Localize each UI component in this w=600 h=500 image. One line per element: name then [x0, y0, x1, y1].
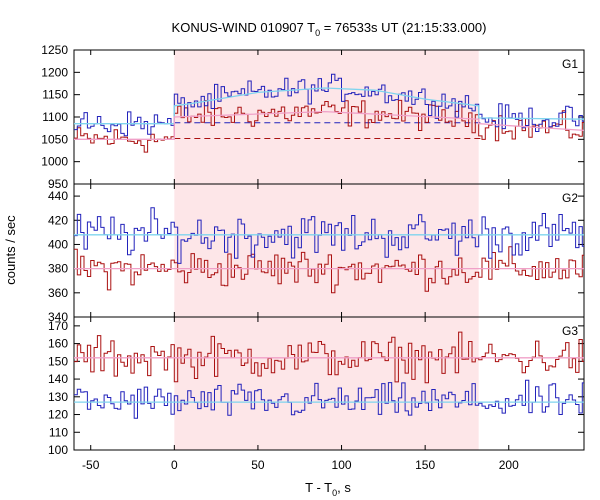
y-tick-label: 140	[48, 372, 68, 386]
x-tick-label: 0	[171, 458, 178, 472]
panel-label: G1	[562, 57, 578, 71]
y-axis-label: counts / sec	[3, 215, 18, 285]
y-tick-label: 170	[48, 319, 68, 333]
y-tick-label: 100	[48, 443, 68, 457]
series-a-histogram	[74, 379, 584, 419]
x-tick-label: 50	[251, 458, 265, 472]
y-tick-label: 420	[48, 213, 68, 227]
y-tick-label: 380	[48, 262, 68, 276]
y-tick-label: 1000	[41, 155, 68, 169]
y-tick-label: 130	[48, 390, 68, 404]
chart-title: KONUS-WIND 010907 T0 = 76533s UT (21:15:…	[172, 20, 487, 38]
y-tick-label: 150	[48, 354, 68, 368]
y-tick-label: 160	[48, 337, 68, 351]
y-tick-label: 440	[48, 189, 68, 203]
fit-b	[74, 110, 585, 140]
y-tick-label: 360	[48, 286, 68, 300]
y-tick-label: 340	[48, 310, 68, 324]
fit-a	[74, 87, 585, 125]
series-b-histogram	[74, 246, 584, 294]
panel-g1: 950 1000 1050 1100 1150 1200 1250 G1	[41, 43, 585, 191]
panels: 950100010501100115012001250G134036038040…	[41, 43, 585, 472]
series-a-histogram	[74, 73, 584, 137]
series-b-histogram	[74, 331, 584, 384]
y-tick-label: 1150	[42, 88, 68, 102]
y-tick-label: 950	[48, 177, 68, 191]
x-tick-label: 200	[499, 458, 519, 472]
panel-label: G3	[562, 324, 578, 338]
panel-g2: 340 360 380 400 420 440 G2	[48, 183, 585, 324]
x-tick-label: -50	[82, 458, 100, 472]
y-tick-label: 1100	[42, 110, 68, 124]
x-tick-label: 100	[332, 458, 352, 472]
panel-g3: 100 110 120 130 140 150 160 170 G3	[48, 316, 585, 457]
x-tick-label: 150	[415, 458, 435, 472]
y-tick-label: 400	[48, 237, 68, 251]
y-tick-label: 1250	[41, 43, 68, 57]
panel-frame	[73, 316, 585, 451]
y-tick-label: 1200	[41, 65, 68, 79]
y-tick-label: 1050	[41, 132, 68, 146]
x-axis-label: T - T0, s	[305, 480, 351, 498]
y-tick-label: 110	[49, 425, 68, 439]
y-tick-label: 120	[48, 408, 68, 422]
panel-label: G2	[562, 191, 578, 205]
